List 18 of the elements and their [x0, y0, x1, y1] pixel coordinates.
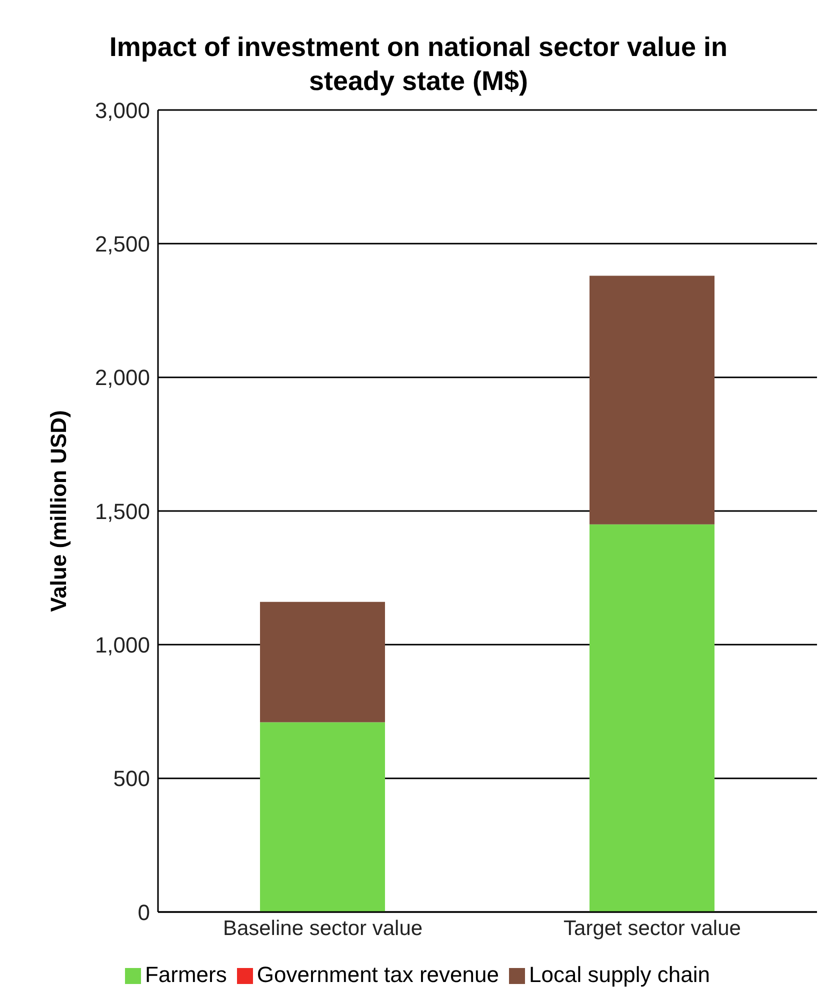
y-tick-label: 2,500 — [94, 231, 150, 256]
bar — [260, 722, 385, 912]
y-tick-label: 3,000 — [94, 98, 150, 123]
legend-label: Local supply chain — [529, 962, 710, 987]
x-tick-label: Target sector value — [564, 916, 741, 940]
y-tick-label: 1,500 — [94, 498, 150, 524]
bar — [590, 524, 714, 912]
y-tick-label: 1,000 — [94, 632, 150, 658]
y-tick-label: 0 — [138, 900, 150, 925]
legend-label: Government tax revenue — [256, 962, 499, 987]
y-tick-label: 500 — [113, 766, 150, 792]
bar — [590, 276, 714, 524]
y-tick-label: 2,000 — [94, 365, 150, 390]
legend-label: Farmers — [144, 962, 227, 987]
chart-title: Impact of investment on national sector value in steady state (M$) — [108, 31, 729, 98]
x-tick-label: Baseline sector value — [222, 916, 423, 940]
bar — [260, 602, 385, 722]
y-axis-title: Value (million USD) — [46, 410, 71, 612]
